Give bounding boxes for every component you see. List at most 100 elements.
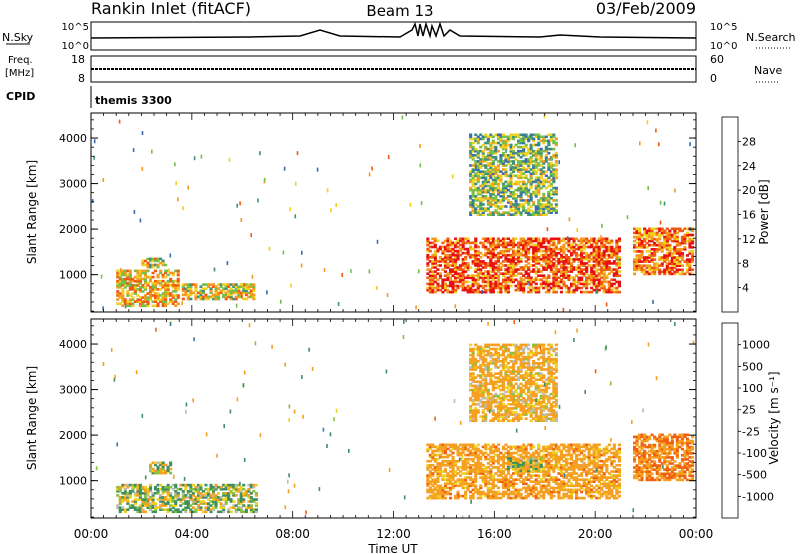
power-cell (658, 256, 662, 259)
power-cell (547, 205, 551, 208)
power-cell (484, 188, 488, 192)
power-cell (176, 296, 180, 299)
power-cell (683, 227, 687, 231)
velocity-cell (517, 472, 521, 475)
power-cell (138, 279, 142, 283)
velocity-cell (431, 468, 435, 471)
velocity-cell (159, 494, 163, 497)
power-cell (643, 229, 647, 233)
power-cell (169, 284, 173, 287)
power-cell (554, 284, 558, 288)
power-cell (121, 281, 125, 285)
power-cell (633, 231, 637, 235)
power-cell (169, 279, 173, 283)
power-cell (476, 188, 480, 192)
power-cell (501, 260, 505, 263)
power-cell (501, 164, 505, 167)
velocity-cell (143, 490, 147, 493)
power-cell (549, 182, 553, 186)
power-cell (554, 186, 558, 190)
power-cell (443, 247, 447, 251)
power-cell (454, 272, 458, 275)
velocity-cell (479, 466, 483, 469)
velocity-cell (496, 447, 500, 451)
power-cell (567, 241, 571, 245)
power-cell (552, 156, 556, 159)
power-cell (431, 256, 435, 259)
power-cell (499, 180, 503, 184)
velocity-cell (179, 483, 183, 487)
power-cell (592, 245, 596, 249)
power-cell (512, 249, 516, 253)
power-cell (691, 239, 695, 243)
power-cell (118, 275, 122, 279)
power-cell (512, 174, 516, 178)
power-cell (474, 154, 478, 157)
power-cell (557, 280, 561, 284)
velocity-cell (559, 486, 563, 490)
velocity-cell (166, 510, 170, 514)
power-cell (648, 235, 652, 239)
power-cell (491, 192, 495, 196)
velocity-cell (436, 476, 440, 479)
velocity-cell (428, 480, 432, 483)
velocity-cell (559, 488, 563, 492)
velocity-cell (151, 504, 155, 507)
power-cell (489, 245, 493, 249)
power-cell (542, 239, 546, 243)
velocity-cell (254, 492, 258, 495)
power-cell (181, 287, 185, 290)
power-cell (491, 264, 495, 267)
power-cell (244, 293, 248, 297)
power-cell (547, 211, 551, 214)
velocity-cell (438, 470, 442, 473)
power-cell (512, 274, 516, 277)
power-cell (486, 154, 490, 157)
velocity-cell (524, 486, 528, 490)
power-cell (509, 182, 513, 186)
velocity-cell (489, 490, 493, 494)
power-cell (655, 231, 659, 235)
power-cell (481, 186, 485, 190)
velocity-cell (224, 502, 228, 505)
power-cell (653, 270, 657, 274)
power-cell (615, 286, 619, 290)
power-cell (643, 237, 647, 241)
power-cell (499, 156, 503, 159)
velocity-cell (199, 502, 203, 505)
power-cell (242, 291, 246, 295)
velocity-cell (481, 445, 485, 449)
power-cell (509, 272, 513, 275)
velocity-cell (154, 471, 158, 475)
velocity-cell (242, 500, 246, 503)
power-cell (570, 245, 574, 249)
power-cell (547, 195, 551, 198)
power-cell (441, 260, 445, 263)
power-cell (542, 207, 546, 210)
velocity-cell (189, 504, 193, 507)
power-cell (544, 260, 548, 263)
power-cell (519, 170, 523, 173)
velocity-cell (431, 445, 435, 449)
velocity-cell (219, 498, 223, 501)
power-cell (138, 271, 142, 275)
power-cell (451, 280, 455, 284)
power-cell (534, 286, 538, 290)
velocity-cell (159, 504, 163, 507)
power-cell (224, 297, 228, 301)
velocity-cell (214, 483, 218, 487)
velocity-cell (474, 451, 478, 455)
velocity-cell (549, 447, 553, 451)
power-cell (564, 241, 568, 245)
power-cell (126, 290, 130, 293)
power-cell (680, 258, 684, 261)
power-cell (116, 298, 120, 301)
velocity-cell (469, 494, 473, 498)
power-cell (479, 209, 483, 212)
power-cell (562, 260, 566, 263)
velocity-cell (554, 478, 558, 481)
power-cell (466, 276, 470, 280)
velocity-cell (456, 459, 460, 463)
velocity-cell (459, 482, 463, 486)
velocity-cell (131, 487, 135, 491)
